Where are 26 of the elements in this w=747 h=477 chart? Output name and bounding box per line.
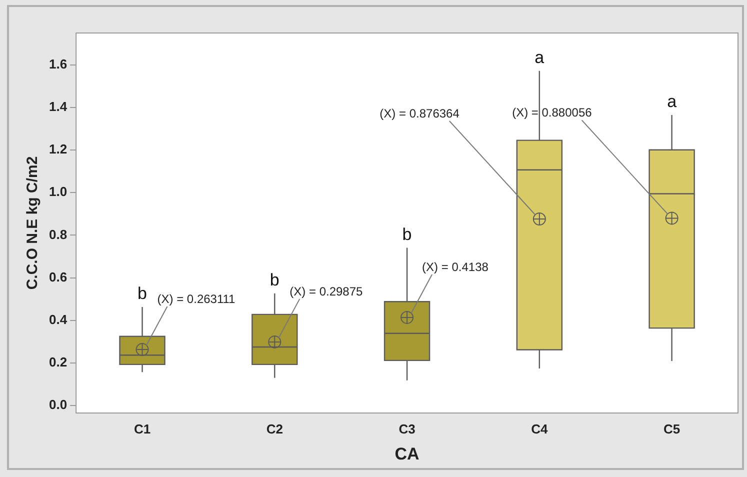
y-tick-label: 1.2 xyxy=(48,142,68,157)
annotation: (X) = 0.876364 xyxy=(380,106,460,120)
annotation: a xyxy=(534,48,545,68)
annotation: (X) = 0.263111 xyxy=(157,292,236,306)
x-tick-label: C4 xyxy=(531,421,548,436)
y-tick-label: 0.4 xyxy=(48,312,68,327)
x-axis-title: CA xyxy=(394,444,420,464)
y-tick-label: 1.0 xyxy=(48,184,68,200)
y-tick-label: 0.6 xyxy=(48,269,68,284)
annotation: (X) = 0.29875 xyxy=(290,284,364,298)
y-tick-label: 0.8 xyxy=(48,226,68,242)
annotation: a xyxy=(667,92,678,112)
y-tick-label: 1.6 xyxy=(48,56,68,72)
y-axis-title: C.C.O N.E kg C/m2 xyxy=(24,156,42,290)
x-tick-label: C1 xyxy=(134,421,151,436)
y-tick-label: 0.0 xyxy=(48,397,68,412)
annotation: (X) = 0.4138 xyxy=(422,260,489,274)
annotation: (X) = 0.880056 xyxy=(512,106,592,120)
x-tick-label: C2 xyxy=(266,421,283,436)
y-tick-label: 1.4 xyxy=(48,99,68,114)
x-tick-label: C5 xyxy=(663,421,680,436)
x-tick-label: C3 xyxy=(398,421,416,436)
annotation: b xyxy=(402,224,412,244)
annotation: b xyxy=(138,284,147,304)
annotation: b xyxy=(270,270,280,290)
y-tick-label: 0.2 xyxy=(48,354,68,370)
